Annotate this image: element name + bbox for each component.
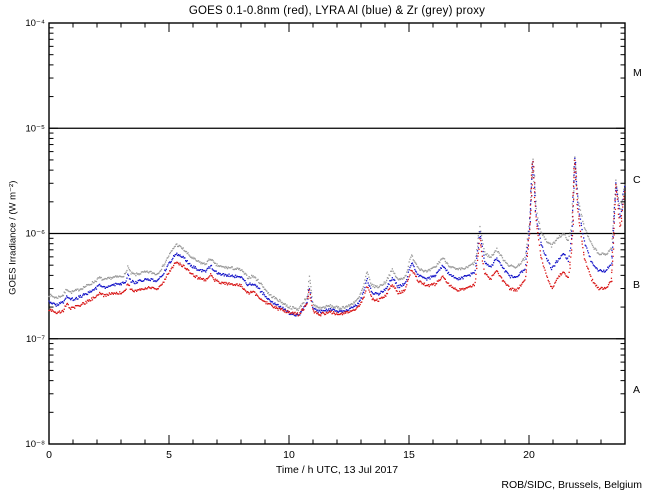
svg-text:10⁻⁷: 10⁻⁷ [26, 334, 46, 345]
series-lyra-al-proxy [48, 157, 626, 317]
svg-text:20: 20 [523, 449, 535, 461]
flare-class-label-a: A [633, 383, 641, 396]
flare-class-label-b: B [633, 278, 641, 291]
svg-text:0: 0 [46, 449, 52, 461]
axis-tick-labels: 10⁻⁴ 10⁻⁵ 10⁻⁶ 10⁻⁷ 10⁻⁸0 5 10 15 20 [25, 18, 535, 461]
svg-text:10⁻⁶: 10⁻⁶ [26, 229, 46, 240]
svg-text:10⁻⁸: 10⁻⁸ [25, 439, 45, 450]
footer-credit: ROB/SIDC, Brussels, Belgium [501, 479, 642, 491]
series-lyra-zr-proxy [48, 156, 626, 312]
flare-class-label-m: M [633, 66, 642, 79]
axis-ticks [48, 22, 626, 445]
flare-class-boundary-lines [49, 127, 625, 340]
y-axis-label: GOES Irradiance / (W m⁻²) [7, 180, 19, 295]
flare-class-label-c: C [633, 173, 641, 186]
svg-text:15: 15 [403, 449, 415, 461]
svg-text:10⁻⁵: 10⁻⁵ [25, 123, 45, 134]
svg-text:5: 5 [166, 449, 172, 461]
x-axis-label: Time / h UTC, 13 Jul 2017 [275, 464, 399, 476]
svg-text:10⁻⁴: 10⁻⁴ [25, 18, 45, 29]
data-series [48, 156, 626, 317]
svg-text:10: 10 [283, 449, 295, 461]
series-goes-0-1-0-8nm [48, 159, 626, 317]
chart-title: GOES 0.1-0.8nm (red), LYRA Al (blue) & Z… [188, 5, 486, 17]
